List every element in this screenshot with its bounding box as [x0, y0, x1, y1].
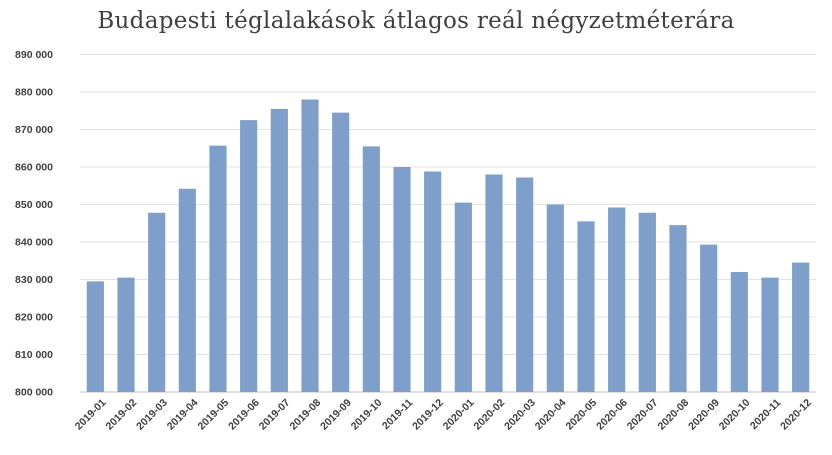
chart-title: Budapesti téglalakások átlagos reál négy… [97, 8, 735, 34]
x-axis: 2019-012019-022019-032019-042019-052019-… [73, 397, 814, 433]
y-tick-label: 800 000 [15, 387, 53, 399]
y-tick-label: 840 000 [15, 237, 53, 249]
bar-2020-04 [546, 204, 564, 392]
bar-2020-03 [516, 177, 534, 392]
x-tick-label: 2020-02 [471, 397, 507, 433]
x-tick-label: 2020-04 [533, 397, 569, 433]
bar-2020-12 [792, 262, 810, 392]
bar-2019-10 [362, 146, 380, 392]
x-tick-label: 2020-08 [655, 397, 691, 433]
y-tick-label: 880 000 [15, 87, 53, 99]
x-tick-label: 2020-01 [441, 397, 477, 433]
x-tick-label: 2019-07 [257, 397, 293, 433]
y-tick-label: 850 000 [15, 199, 53, 211]
bar-2020-07 [638, 212, 656, 392]
x-tick-label: 2020-06 [594, 397, 630, 433]
bar-2019-07 [270, 108, 288, 392]
x-tick-label: 2020-07 [625, 397, 661, 433]
x-tick-label: 2019-12 [410, 397, 446, 433]
bar-2019-01 [86, 281, 104, 392]
y-axis: 800 000 810 000 820 000 830 000 840 000 850 0… [15, 49, 53, 399]
x-tick-label: 2019-06 [226, 397, 262, 433]
y-tick-label: 810 000 [15, 349, 53, 361]
bar-2020-10 [730, 272, 748, 392]
bar-2020-02 [485, 174, 503, 392]
bar-2019-03 [148, 212, 166, 392]
bar-2020-05 [577, 221, 595, 392]
bar-2020-06 [608, 207, 626, 392]
bar-2019-11 [393, 167, 411, 392]
bar-2019-02 [117, 277, 135, 392]
x-tick-label: 2019-02 [103, 397, 139, 433]
y-tick-label: 870 000 [15, 124, 53, 136]
bar-2020-08 [669, 225, 687, 392]
y-tick-label: 820 000 [15, 312, 53, 324]
gridlines [80, 54, 816, 393]
x-tick-label: 2020-10 [717, 397, 753, 433]
bar-2020-11 [761, 277, 779, 392]
bar-2019-09 [332, 112, 350, 392]
x-tick-label: 2020-11 [748, 397, 783, 432]
x-tick-label: 2019-08 [287, 397, 323, 433]
bar-2019-05 [209, 145, 227, 392]
bar-2019-12 [424, 171, 442, 392]
x-tick-label: 2019-04 [165, 397, 201, 433]
y-tick-label: 830 000 [15, 274, 53, 286]
x-tick-label: 2019-03 [134, 397, 170, 433]
bar-2019-08 [301, 99, 319, 392]
x-tick-label: 2019-01 [73, 397, 109, 433]
x-tick-label: 2020-05 [563, 397, 599, 433]
x-tick-label: 2019-10 [349, 397, 385, 433]
y-tick-label: 890 000 [15, 49, 53, 61]
bar-2019-04 [178, 188, 196, 392]
bars [86, 99, 810, 392]
x-tick-label: 2019-11 [380, 397, 415, 432]
x-tick-label: 2020-03 [502, 397, 538, 433]
y-tick-label: 860 000 [15, 162, 53, 174]
x-tick-label: 2020-12 [778, 397, 814, 433]
x-tick-label: 2019-05 [195, 397, 231, 433]
x-tick-label: 2020-09 [686, 397, 722, 433]
bar-2019-06 [240, 120, 258, 392]
bar-2020-01 [454, 202, 472, 392]
bar-2020-09 [700, 244, 718, 392]
x-tick-label: 2019-09 [318, 397, 354, 433]
